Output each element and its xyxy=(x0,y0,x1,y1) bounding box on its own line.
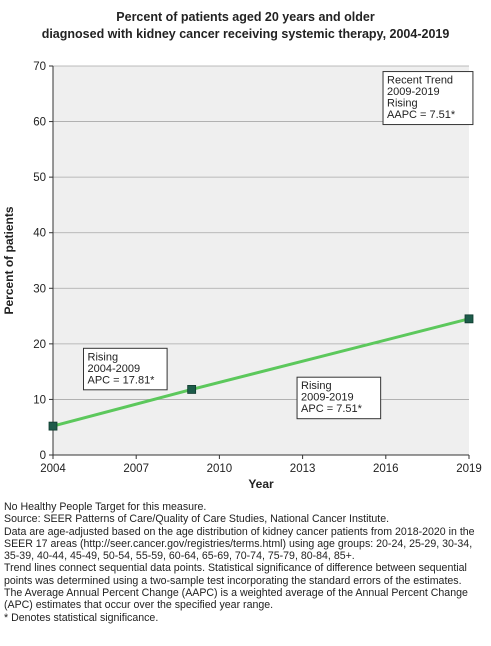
y-tick-label: 50 xyxy=(33,172,46,184)
x-axis-label: Year xyxy=(248,477,274,491)
x-tick-label: 2019 xyxy=(456,463,482,475)
annotation-text: 2009-2019 xyxy=(301,392,354,404)
line-chart: 0 10 20 30 40 50 60 70 2004 2007 2010 2013 2016 2019 Y… xyxy=(2,61,482,491)
y-tick-label: 20 xyxy=(33,339,46,351)
y-tick-label: 60 xyxy=(33,117,46,129)
x-tick-label: 2004 xyxy=(40,463,66,475)
annotation-box xyxy=(382,71,474,126)
footnote-age-adjust: Data are age-adjusted based on the age d… xyxy=(4,525,475,563)
annotation-box xyxy=(83,347,168,391)
chart-title: Percent of patients aged 20 years and ol… xyxy=(0,9,491,43)
annotation-text: 2004-2009 xyxy=(88,363,141,375)
data-point xyxy=(187,385,197,394)
footnote-trend-lines: Trend lines connect sequential data poin… xyxy=(4,562,467,587)
y-tick-label: 30 xyxy=(33,283,46,295)
y-tick-label: 40 xyxy=(33,228,46,240)
annotation-text: Rising xyxy=(387,98,418,110)
chart-title-line-1: Percent of patients aged 20 years and ol… xyxy=(116,10,375,24)
y-tick-label: 0 xyxy=(40,450,46,462)
data-point xyxy=(48,421,58,431)
annotation-text: 2009-2019 xyxy=(387,86,440,98)
annotation-box xyxy=(296,376,382,420)
footnote-target: No Healthy People Target for this measur… xyxy=(4,501,207,513)
y-tick-label: 10 xyxy=(33,394,46,406)
footnote-source: Source: SEER Patterns of Care/Quality of… xyxy=(4,513,390,526)
x-tick-label: 2007 xyxy=(123,463,149,475)
y-axis-label: Percent of patients xyxy=(2,206,16,314)
x-tick-label: 2010 xyxy=(207,463,233,475)
annotation-text: Rising xyxy=(301,380,332,392)
x-tick-label: 2013 xyxy=(290,463,316,475)
footnote-aapc: The Average Annual Percent Change (AAPC)… xyxy=(4,587,468,612)
x-tick-label: 2016 xyxy=(373,463,399,475)
footnote-significance: * Denotes statistical significance. xyxy=(4,611,159,624)
annotation-text: Recent Trend xyxy=(387,75,453,87)
annotation-text: AAPC = 7.51* xyxy=(387,109,456,121)
data-point xyxy=(464,314,474,324)
chart-title-line-2: diagnosed with kidney cancer receiving s… xyxy=(41,27,450,41)
annotation-text: Rising xyxy=(88,351,119,363)
annotation-text: APC = 7.51* xyxy=(301,403,363,415)
footnotes: No Healthy People Target for this measur… xyxy=(4,501,488,624)
y-tick-label: 70 xyxy=(33,61,46,73)
annotation-text: APC = 17.81* xyxy=(88,374,156,386)
